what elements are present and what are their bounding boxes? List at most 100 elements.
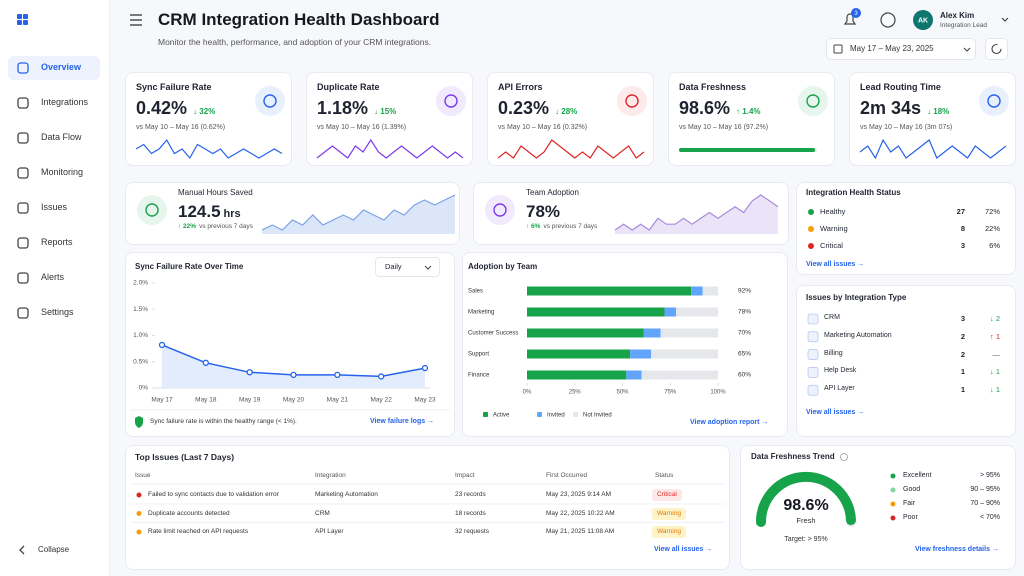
summary-unit: hrs (223, 208, 241, 220)
kpi-value: 1.18% (317, 98, 369, 118)
type-count: 2 (960, 349, 965, 359)
badge-count: 3 (854, 11, 858, 17)
kpi-change: ↓ 18% (927, 107, 950, 116)
table-cell: May 21, 2025 11:08 AM (546, 528, 615, 535)
table-cell: May 22, 2025 10:22 AM (546, 509, 615, 517)
status-share: 6% (989, 241, 1000, 250)
kpi-value: 98.6% (679, 98, 731, 118)
user-name[interactable]: Alex Kim (940, 11, 975, 20)
card (473, 182, 789, 245)
kpi-title: API Errors (498, 82, 543, 92)
summary-change: ↑ 22% (178, 223, 197, 230)
kpi-title: Sync Failure Rate (136, 82, 212, 92)
kpi-title: Lead Routing Time (860, 82, 941, 92)
kpi-value: 0.42% (136, 98, 188, 118)
page-title: CRM Integration Health Dashboard (158, 10, 440, 29)
type-change: — (992, 349, 1001, 359)
legend-range: 70 – 90% (970, 500, 1000, 507)
chevron (1001, 17, 1009, 22)
chart-note: Sync failure rate is within the healthy … (150, 418, 297, 425)
card-title: Integration Health Status (806, 188, 901, 197)
table-cell: Failed to sync contacts due to validatio… (148, 491, 279, 498)
summary-value-row: 124.5 hrs (178, 202, 241, 222)
summary-value: 124.5 (178, 202, 221, 221)
date-range[interactable]: May 17 – May 23, 2025 (850, 44, 934, 53)
link[interactable]: View all issues → (806, 409, 865, 416)
table-cell: API Layer (315, 528, 344, 535)
card (796, 285, 1016, 437)
kpi-change: ↓ 28% (555, 107, 578, 116)
summary-title: Manual Hours Saved (178, 188, 253, 197)
table-cell: 23 records (455, 491, 486, 498)
column-header: Impact (455, 472, 475, 479)
legend-range: 90 – 95% (970, 486, 1000, 493)
link[interactable]: View all issues → (654, 546, 713, 553)
card (125, 182, 460, 245)
type-label: CRM (824, 314, 840, 321)
collapse[interactable]: Collapse (38, 545, 70, 554)
type-label: API Layer (824, 385, 855, 393)
nav-item[interactable]: Integrations (41, 97, 89, 107)
period-value[interactable]: Daily (385, 262, 402, 271)
type-count: 3 (960, 314, 965, 323)
date-picker[interactable] (826, 38, 976, 60)
type-change: ↓ 2 (989, 314, 1000, 323)
status-count: 8 (960, 224, 965, 233)
kpi-change: ↑ 1.4% (736, 107, 761, 116)
nav-item[interactable]: Data Flow (41, 132, 82, 142)
avatar-initials: AK (918, 17, 928, 24)
table-cell: 18 records (455, 509, 486, 517)
kpi-comparison: vs May 10 – May 16 (0.32%) (498, 124, 588, 131)
help-icon (880, 12, 896, 28)
sidebar (0, 0, 110, 576)
status-count: 27 (956, 207, 965, 216)
badge (851, 8, 861, 18)
summary-value: 78% (526, 202, 561, 221)
kpi-title: Duplicate Rate (317, 82, 380, 92)
summary-change-row: ↑ 22% vs previous 7 days (178, 223, 253, 230)
link[interactable]: View all issues → (806, 261, 865, 268)
nav-item[interactable]: Settings (41, 307, 74, 317)
status-label: Healthy (820, 207, 846, 216)
type-change: ↓ 1 (989, 367, 1000, 377)
summary-change: ↑ 6% (526, 223, 541, 230)
page-subtitle: Monitor the health, performance, and ado… (158, 37, 432, 47)
refresh-button[interactable] (985, 38, 1008, 60)
status-count: 3 (960, 241, 965, 250)
nav-item[interactable]: Reports (41, 237, 73, 247)
legend-range: < 70% (979, 514, 1000, 521)
table-cell: 32 requests (455, 528, 489, 535)
summary-title: Team Adoption (526, 188, 579, 197)
kpi-value-row: 98.6% ↑ 1.4% (679, 98, 761, 119)
status-pill: Warning (652, 526, 686, 538)
kpi-value-row: 0.23% ↓ 28% (498, 98, 577, 119)
card (462, 252, 788, 437)
nav-item[interactable]: Overview (41, 62, 82, 72)
link[interactable]: View failure logs → (370, 418, 435, 425)
chart-title: Sync Failure Rate Over Time (135, 262, 244, 271)
kpi-comparison: vs May 10 – May 16 (0.62%) (136, 124, 226, 131)
summary-change-row: ↑ 6% vs previous 7 days (526, 223, 597, 230)
type-change: ↑ 1 (989, 331, 1000, 341)
legend-label: Good (903, 486, 921, 493)
kpi-comparison: vs May 10 – May 16 (97.2%) (679, 124, 769, 131)
type-count: 1 (960, 385, 965, 395)
nav-item[interactable]: Issues (41, 202, 68, 212)
nav-item[interactable]: Alerts (41, 272, 65, 282)
table-cell: Rate limit reached on API requests (148, 528, 249, 535)
bell-icon (843, 13, 857, 25)
period-select[interactable] (375, 257, 440, 277)
link[interactable]: View adoption report → (690, 419, 769, 426)
kpi-value: 0.23% (498, 98, 550, 118)
chart-title: Data Freshness Trend (751, 452, 835, 461)
table-cell: CRM (315, 509, 330, 517)
kpi-title: Data Freshness (679, 82, 747, 92)
chart-title: Adoption by Team (468, 262, 538, 271)
nav-item[interactable]: Monitoring (41, 167, 84, 177)
link[interactable]: View freshness details → (915, 546, 999, 553)
legend-label: Excellent (903, 472, 932, 479)
kpi-value: 2m 34s (860, 98, 922, 118)
type-label: Billing (824, 349, 843, 357)
status-share: 22% (984, 224, 1000, 233)
summary-comparison: vs previous 7 days (543, 223, 598, 230)
